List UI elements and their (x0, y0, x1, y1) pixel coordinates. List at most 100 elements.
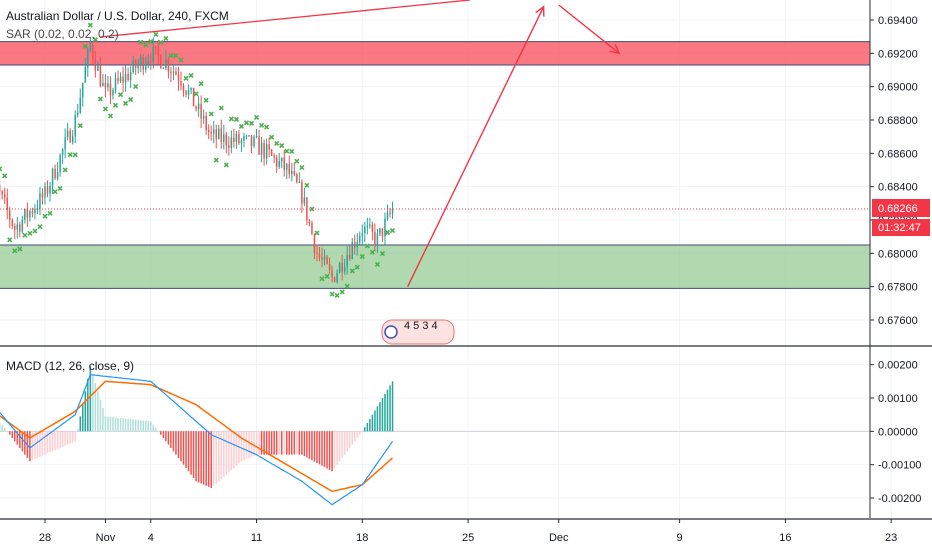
candle-up[interactable] (107, 84, 109, 88)
candle-down[interactable] (226, 134, 228, 145)
candle-down[interactable] (100, 66, 102, 86)
candle-down[interactable] (47, 186, 49, 194)
candle-down[interactable] (296, 174, 298, 182)
candle-down[interactable] (319, 254, 321, 257)
candle-up[interactable] (90, 44, 92, 50)
candle-up[interactable] (367, 226, 369, 227)
candle-down[interactable] (9, 210, 11, 220)
candle-down[interactable] (105, 83, 107, 87)
candle-down[interactable] (95, 59, 97, 71)
candle-up[interactable] (281, 158, 283, 161)
candle-up[interactable] (213, 129, 215, 133)
candle-down[interactable] (208, 130, 210, 132)
support-zone[interactable] (0, 245, 870, 288)
candle-down[interactable] (54, 169, 56, 179)
candle-down[interactable] (193, 88, 195, 106)
candle-down[interactable] (183, 85, 185, 90)
macd-indicator-label[interactable]: MACD (12, 26, close, 9) (6, 359, 134, 373)
candle-down[interactable] (309, 220, 311, 222)
candle-up[interactable] (49, 186, 51, 194)
candle-up[interactable] (304, 197, 306, 203)
candle-up[interactable] (132, 61, 134, 72)
candle-down[interactable] (155, 46, 157, 47)
candle-down[interactable] (185, 91, 187, 95)
candle-down[interactable] (258, 136, 260, 155)
candle-up[interactable] (188, 90, 190, 95)
candle-up[interactable] (369, 225, 371, 226)
candle-up[interactable] (115, 78, 117, 90)
candle-down[interactable] (276, 157, 278, 166)
candle-down[interactable] (69, 131, 71, 143)
candle-down[interactable] (389, 213, 391, 214)
candle-down[interactable] (228, 145, 230, 148)
candle-up[interactable] (145, 64, 147, 70)
candle-down[interactable] (200, 104, 202, 119)
candle-up[interactable] (359, 236, 361, 242)
candle-up[interactable] (52, 169, 54, 186)
candle-up[interactable] (163, 68, 165, 69)
candle-down[interactable] (12, 220, 14, 226)
candle-up[interactable] (85, 67, 87, 82)
candle-down[interactable] (42, 193, 44, 197)
candle-down[interactable] (160, 55, 162, 68)
candle-down[interactable] (92, 44, 94, 59)
candle-up[interactable] (324, 257, 326, 260)
candle-down[interactable] (127, 74, 129, 80)
candle-up[interactable] (140, 57, 142, 64)
candle-down[interactable] (289, 164, 291, 174)
candle-up[interactable] (362, 233, 364, 236)
candle-up[interactable] (24, 209, 26, 220)
candle-down[interactable] (341, 263, 343, 272)
candle-down[interactable] (1, 191, 3, 194)
candle-up[interactable] (44, 186, 46, 197)
candle-down[interactable] (180, 81, 182, 85)
candle-down[interactable] (110, 84, 112, 96)
candle-down[interactable] (331, 270, 333, 278)
candle-down[interactable] (374, 232, 376, 245)
candle-down[interactable] (238, 134, 240, 143)
candle-up[interactable] (77, 113, 79, 115)
candle-up[interactable] (203, 116, 205, 118)
candle-down[interactable] (273, 156, 275, 158)
candle-up[interactable] (22, 220, 24, 232)
candle-up[interactable] (165, 60, 167, 69)
candle-up[interactable] (286, 164, 288, 170)
candle-down[interactable] (329, 264, 331, 270)
candle-down[interactable] (326, 257, 328, 264)
candle-up[interactable] (59, 155, 61, 172)
sar-indicator-label[interactable]: SAR (0.02, 0.02, 0.2) (6, 27, 119, 41)
candle-down[interactable] (27, 209, 29, 218)
candle-up[interactable] (17, 224, 19, 229)
candle-up[interactable] (57, 172, 59, 178)
candle-up[interactable] (236, 134, 238, 142)
candle-up[interactable] (387, 213, 389, 219)
candle-down[interactable] (215, 129, 217, 138)
candle-up[interactable] (67, 131, 69, 138)
candle-up[interactable] (248, 135, 250, 136)
candle-up[interactable] (339, 263, 341, 273)
candle-down[interactable] (349, 255, 351, 259)
candle-up[interactable] (243, 136, 245, 140)
candle-down[interactable] (6, 198, 8, 210)
candle-up[interactable] (218, 129, 220, 139)
candle-down[interactable] (135, 61, 137, 69)
candle-down[interactable] (195, 106, 197, 109)
candle-up[interactable] (392, 209, 394, 214)
candle-down[interactable] (233, 138, 235, 142)
candle-up[interactable] (253, 137, 255, 147)
candle-down[interactable] (334, 277, 336, 281)
candle-up[interactable] (34, 209, 36, 213)
candle-up[interactable] (278, 161, 280, 166)
candle-down[interactable] (354, 242, 356, 247)
candle-down[interactable] (382, 228, 384, 236)
candle-down[interactable] (158, 47, 160, 56)
candle-down[interactable] (372, 225, 374, 232)
candle-up[interactable] (344, 267, 346, 272)
candle-up[interactable] (87, 49, 89, 67)
candle-down[interactable] (4, 194, 6, 197)
candle-down[interactable] (122, 77, 124, 83)
resistance-zone[interactable] (0, 42, 870, 65)
candle-down[interactable] (170, 72, 172, 73)
